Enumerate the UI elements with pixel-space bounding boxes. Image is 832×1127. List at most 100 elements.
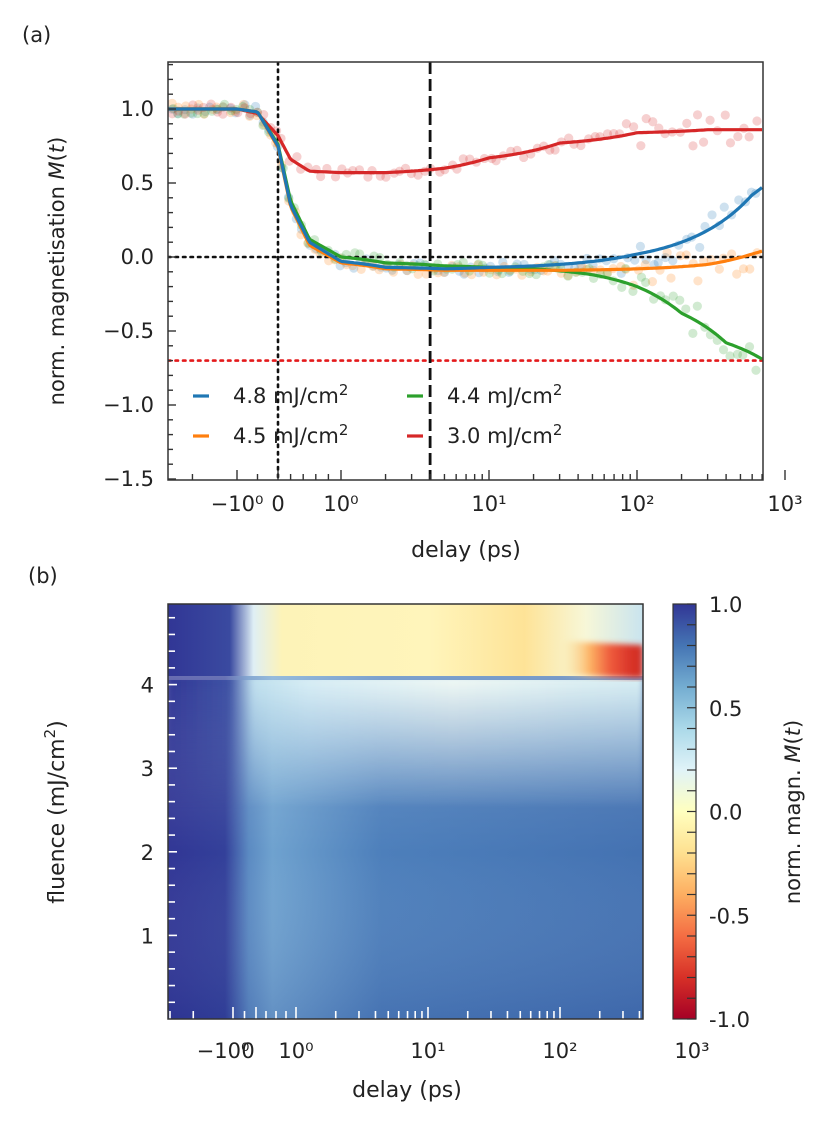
colorbar-tick-label: 0.5: [709, 697, 742, 721]
data-point: [467, 270, 477, 280]
data-point: [738, 350, 748, 360]
data-point: [725, 351, 735, 361]
data-point: [549, 256, 560, 266]
y-tick-label: −1.0: [103, 393, 154, 417]
data-point: [173, 109, 183, 119]
data-point: [705, 115, 715, 125]
series-line: [168, 107, 763, 361]
data-point: [738, 264, 749, 274]
legend-entry: 4.5 mJ/cm2: [233, 421, 348, 448]
data-point: [718, 345, 729, 355]
y-tick-labels-a: 1.0 0.5 0.0 −0.5 −1.0 −1.5: [103, 97, 154, 491]
data-point: [350, 248, 360, 258]
data-point: [629, 122, 639, 132]
colorbar-tick-label: -0.5: [709, 904, 750, 928]
data-point: [381, 172, 391, 182]
data-point: [666, 273, 676, 283]
x-tick-label: 0: [271, 492, 284, 516]
x-tick-label: 10³: [674, 1039, 709, 1063]
x-tick-label: 10³: [767, 492, 802, 516]
heatmap: [168, 604, 643, 1019]
data-point: [192, 108, 203, 119]
data-point: [698, 137, 709, 147]
y-tick-label: 0.0: [121, 245, 154, 269]
data-point: [628, 286, 638, 296]
data-point: [245, 111, 255, 121]
data-point: [693, 276, 703, 286]
data-point: [250, 101, 261, 112]
y-axis-label-a: norm. magnetisation M(t): [45, 137, 69, 406]
data-point: [732, 349, 743, 359]
data-point: [292, 152, 302, 162]
data-point: [218, 109, 228, 119]
y-tick-label: 1: [141, 924, 154, 948]
y-tick-label: 0.5: [121, 171, 154, 195]
colorbar-tick-label: 0.0: [709, 801, 742, 825]
data-point: [734, 195, 744, 205]
data-point: [517, 270, 527, 280]
data-point: [751, 365, 761, 375]
data-point: [188, 100, 198, 110]
data-point: [576, 140, 586, 151]
data-point: [668, 291, 678, 301]
axis-ticks-a: [168, 63, 786, 480]
data-point: [179, 109, 189, 119]
data-point: [199, 109, 209, 119]
series-lines-a: [168, 107, 763, 361]
x-tick-label: 10⁰: [278, 1039, 313, 1063]
x-tick-label: 10²: [542, 1039, 577, 1063]
y-tick-label: −0.5: [103, 319, 154, 343]
y-axis-label-b: fluence (mJ/cm2): [41, 720, 70, 903]
data-point: [688, 328, 698, 338]
data-point: [363, 172, 373, 182]
data-point: [647, 277, 658, 287]
data-point: [188, 109, 198, 119]
data-point: [617, 282, 627, 292]
legend-entry: 4.8 mJ/cm2: [233, 381, 348, 408]
panel-a: (a) −10⁰ 0 10⁰ 10¹ 10² 10³ 1.0 0.5 0.0 −0.5 −1.0 −…: [22, 23, 803, 563]
data-point: [744, 132, 754, 142]
scatter-points-a: [168, 98, 762, 375]
data-point: [186, 108, 196, 118]
x-tick-label: −10⁰: [197, 1039, 250, 1063]
data-point: [492, 270, 502, 280]
data-point: [458, 257, 468, 267]
data-point: [531, 269, 541, 280]
data-point: [692, 110, 703, 120]
data-point: [238, 99, 249, 110]
data-point: [745, 264, 755, 274]
data-point: [199, 109, 209, 119]
data-point: [194, 99, 204, 110]
data-point: [519, 152, 529, 163]
colorbar-ticks: [687, 603, 696, 1020]
data-point: [564, 133, 574, 143]
legend-entry: 4.4 mJ/cm2: [447, 381, 562, 408]
data-point: [180, 109, 190, 119]
data-point: [413, 170, 423, 180]
data-point: [692, 301, 702, 311]
data-point: [369, 251, 379, 261]
data-point: [550, 145, 560, 155]
data-point: [498, 257, 508, 267]
data-point: [675, 295, 685, 305]
y-tick-label: −1.5: [103, 467, 154, 491]
heatmap-white-ticks: [168, 616, 641, 1019]
data-point: [732, 269, 742, 279]
data-point: [413, 269, 423, 280]
data-point: [635, 241, 646, 252]
y-tick-labels-b: 1 2 3 4: [141, 674, 154, 949]
data-point: [240, 100, 250, 110]
panel-b-label: (b): [28, 564, 58, 588]
data-point: [688, 141, 698, 151]
colorbar-label: norm. magn. M(t): [781, 720, 805, 904]
plot-frame-b: [167, 603, 644, 1020]
data-point: [719, 202, 729, 212]
x-tick-label: 10²: [619, 492, 654, 516]
data-point: [636, 141, 646, 151]
y-tick-label: 2: [141, 841, 154, 865]
data-point: [720, 110, 730, 120]
data-point: [636, 272, 647, 282]
x-tick-label: −10⁰: [211, 492, 264, 516]
